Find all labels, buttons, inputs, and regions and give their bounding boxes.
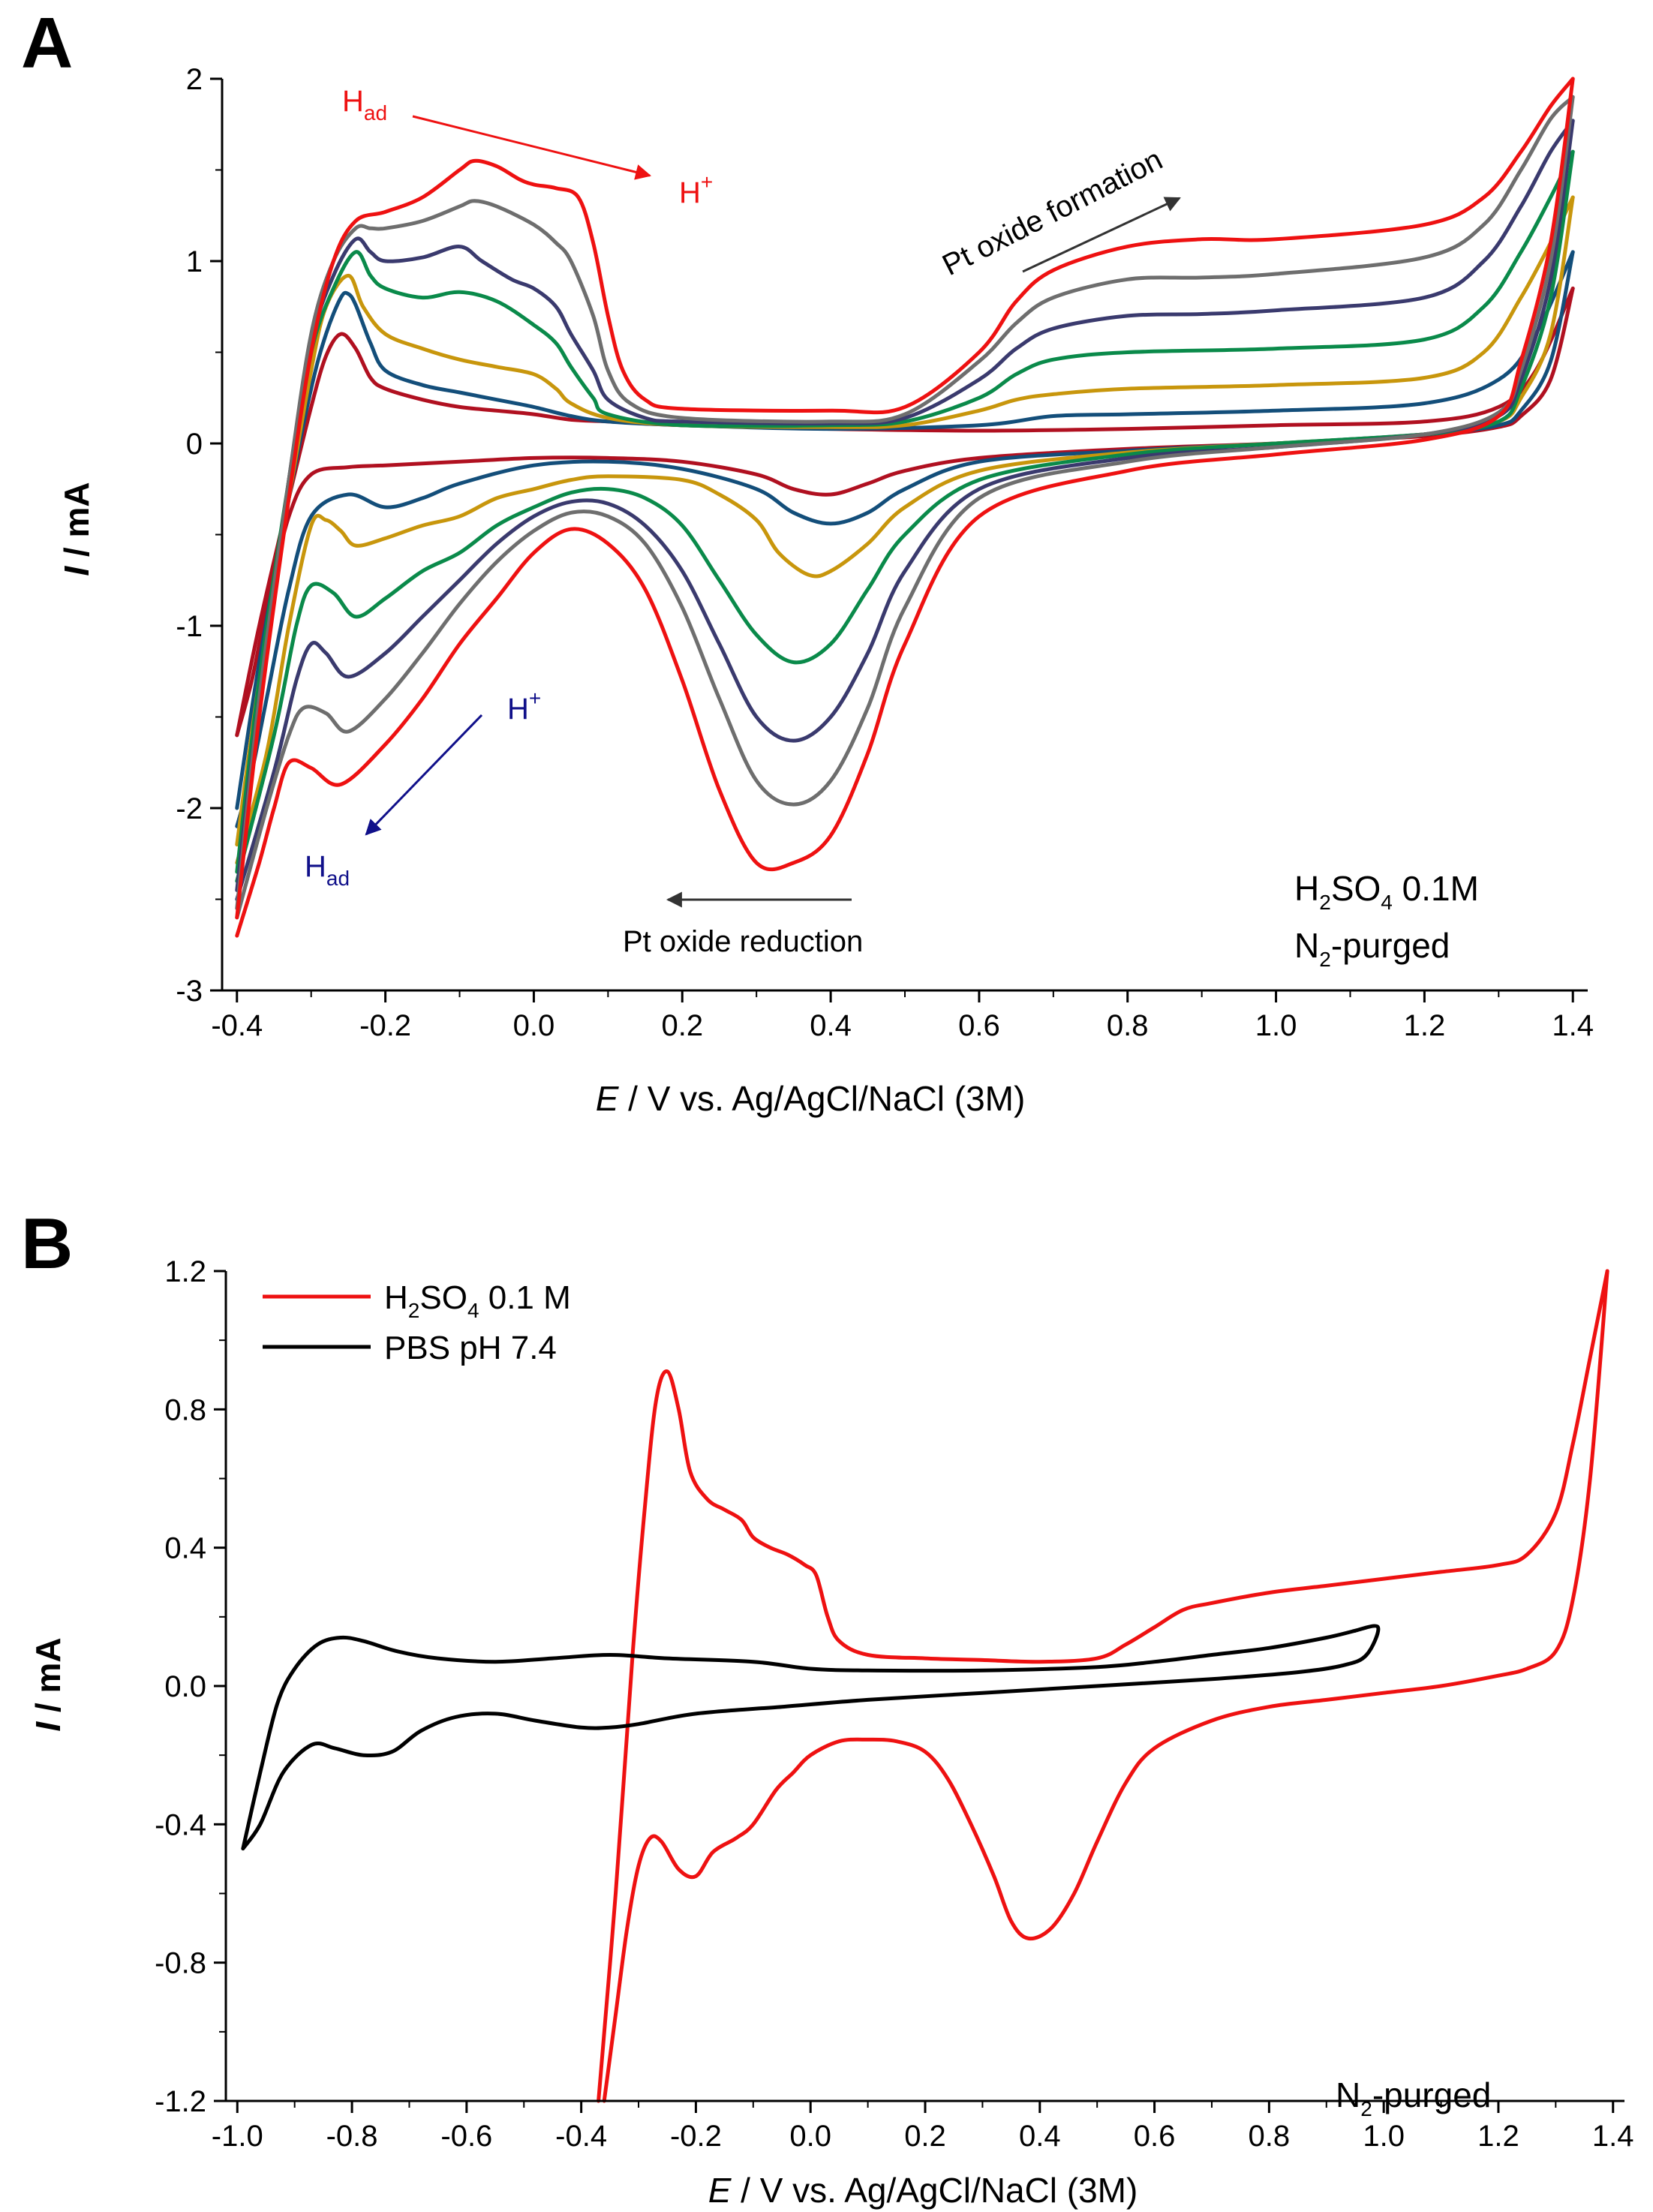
panel-a-y-axis-title: I / mA — [57, 482, 96, 576]
panel-b-x-axis-title: E / V vs. Ag/AgCl/NaCl (3M) — [708, 2171, 1138, 2210]
panel-a: A -0.4 -0.2 0.0 0.2 0.4 0.6 0.8 1.0 1.2 1.4 -3 -2 -1… — [21, 3, 1594, 1118]
note-h2so4-concentration: H2SO4 0.1M — [1294, 869, 1479, 914]
panel-b-y-tick-label: 1.2 — [164, 1255, 206, 1288]
panel-b-x-tick-label: 1.4 — [1592, 2120, 1634, 2153]
panel-b-y-tick-label: 0.4 — [164, 1532, 206, 1565]
panel-b: B -1.0 -0.8 -0.6 -0.4 -0.2 0.0 0.2 0.4 0.6 0.8 1.0… — [21, 1204, 1634, 2210]
note-n2-purged-a: N2-purged — [1294, 926, 1450, 971]
panel-b-legend: H2SO4 0.1 M PBS pH 7.4 — [263, 1279, 571, 1366]
panel-b-x-tick-label: -0.6 — [440, 2120, 492, 2153]
panel-a-x-tick-label: 0.4 — [810, 1009, 852, 1042]
panel-a-ticks: -0.4 -0.2 0.0 0.2 0.4 0.6 0.8 1.0 1.2 1.4 -3 -2 -1 0 1… — [176, 63, 1594, 1042]
panel-b-x-tick-label: 0.8 — [1249, 2120, 1291, 2153]
panel-b-x-tick-label: -1.0 — [212, 2120, 263, 2153]
panel-b-series-1-cathodic-line — [241, 1624, 1381, 1851]
panel-a-series-2-anodic-line — [235, 195, 1575, 847]
panel-a-x-tick-label: 0.2 — [661, 1009, 703, 1042]
panel-a-x-tick-label: -0.4 — [211, 1009, 263, 1042]
panel-a-series-6-cathodic-line — [235, 77, 1575, 938]
arrow-had-to-hplus — [412, 115, 652, 180]
annotation-hplus-bottom: H+ — [507, 687, 541, 726]
panel-a-series-0-anodic-line — [235, 286, 1575, 738]
annotation-pt-oxide-reduction: Pt oxide reduction — [623, 925, 863, 958]
panel-b-y-tick-label: -0.4 — [155, 1808, 206, 1841]
panel-b-y-tick-label: -1.2 — [155, 2085, 206, 2118]
panel-a-series-1-cathodic-line — [235, 250, 1575, 828]
legend-label-h2so4: H2SO4 0.1 M — [384, 1279, 571, 1322]
panel-a-x-axis-title: E / V vs. Ag/AgCl/NaCl (3M) — [596, 1079, 1026, 1118]
panel-a-series-3-cathodic-line — [235, 149, 1575, 883]
panel-b-curves — [241, 1269, 1609, 2103]
panel-a-x-tick-label: 1.2 — [1404, 1009, 1446, 1042]
panel-a-y-tick-label: -3 — [176, 975, 203, 1008]
panel-a-y-tick-label: 2 — [186, 63, 203, 96]
panel-b-x-tick-label: 0.6 — [1134, 2120, 1176, 2153]
panel-b-x-tick-label: -0.4 — [555, 2120, 607, 2153]
panel-b-series-1-anodic-line — [241, 1628, 1357, 1851]
arrow-hplus-to-had — [365, 714, 483, 836]
panel-label-b: B — [21, 1204, 73, 1284]
panel-a-curves — [235, 77, 1575, 938]
panel-a-y-tick-label: 1 — [186, 245, 203, 278]
legend-label-pbs: PBS pH 7.4 — [384, 1330, 557, 1366]
annotation-had-bottom: Had — [305, 850, 350, 890]
panel-a-x-tick-label: 1.0 — [1255, 1009, 1297, 1042]
panel-b-y-axis-title: I / mA — [29, 1637, 68, 1731]
panel-a-x-tick-label: 0.6 — [958, 1009, 1000, 1042]
panel-a-series-3-anodic-line — [235, 149, 1575, 874]
panel-b-x-tick-label: 0.0 — [789, 2120, 831, 2153]
panel-a-x-tick-label: 0.0 — [513, 1009, 555, 1042]
annotation-had-top: Had — [342, 85, 387, 125]
panel-b-x-tick-label: 1.0 — [1363, 2120, 1405, 2153]
panel-b-x-tick-label: 1.2 — [1477, 2120, 1519, 2153]
panel-a-axes — [221, 79, 1588, 992]
panel-b-x-tick-label: -0.8 — [326, 2120, 378, 2153]
panel-b-x-tick-label: -0.2 — [670, 2120, 722, 2153]
panel-a-series-0-cathodic-line — [235, 286, 1575, 738]
panel-b-series-0-anodic-line — [597, 1269, 1609, 2103]
panel-a-y-tick-label: -1 — [176, 610, 203, 643]
panel-b-y-tick-label: 0.0 — [164, 1670, 206, 1703]
panel-label-a: A — [21, 3, 73, 83]
panel-a-y-tick-label: -2 — [176, 792, 203, 825]
panel-b-x-tick-label: 0.2 — [904, 2120, 946, 2153]
panel-a-series-1-anodic-line — [235, 250, 1575, 810]
panel-a-series-5-cathodic-line — [235, 95, 1575, 920]
panel-b-y-tick-label: 0.8 — [164, 1393, 206, 1426]
panel-a-series-6-anodic-line — [235, 77, 1575, 920]
panel-a-y-tick-label: 0 — [186, 428, 203, 461]
panel-a-x-tick-label: 1.4 — [1552, 1009, 1594, 1042]
annotation-pt-oxide-formation: Pt oxide formation — [937, 143, 1168, 282]
panel-b-x-tick-label: 0.4 — [1019, 2120, 1061, 2153]
panel-a-x-tick-label: 0.8 — [1107, 1009, 1149, 1042]
panel-b-series-0-cathodic-line — [602, 1269, 1609, 2103]
panel-a-series-5-anodic-line — [235, 95, 1575, 911]
arrow-pt-oxide-formation — [1022, 197, 1181, 273]
panel-b-y-tick-label: -0.8 — [155, 1947, 206, 1980]
panel-b-axes — [224, 1271, 1624, 2102]
panel-b-ticks: -1.0 -0.8 -0.6 -0.4 -0.2 0.0 0.2 0.4 0.6 0.8 1.0 1.… — [155, 1255, 1633, 2153]
annotation-hplus-top: H+ — [679, 170, 713, 209]
note-n2-purged-b: N2-purged — [1336, 2075, 1491, 2120]
panel-a-series-4-cathodic-line — [235, 119, 1575, 901]
panel-a-x-tick-label: -0.2 — [359, 1009, 411, 1042]
